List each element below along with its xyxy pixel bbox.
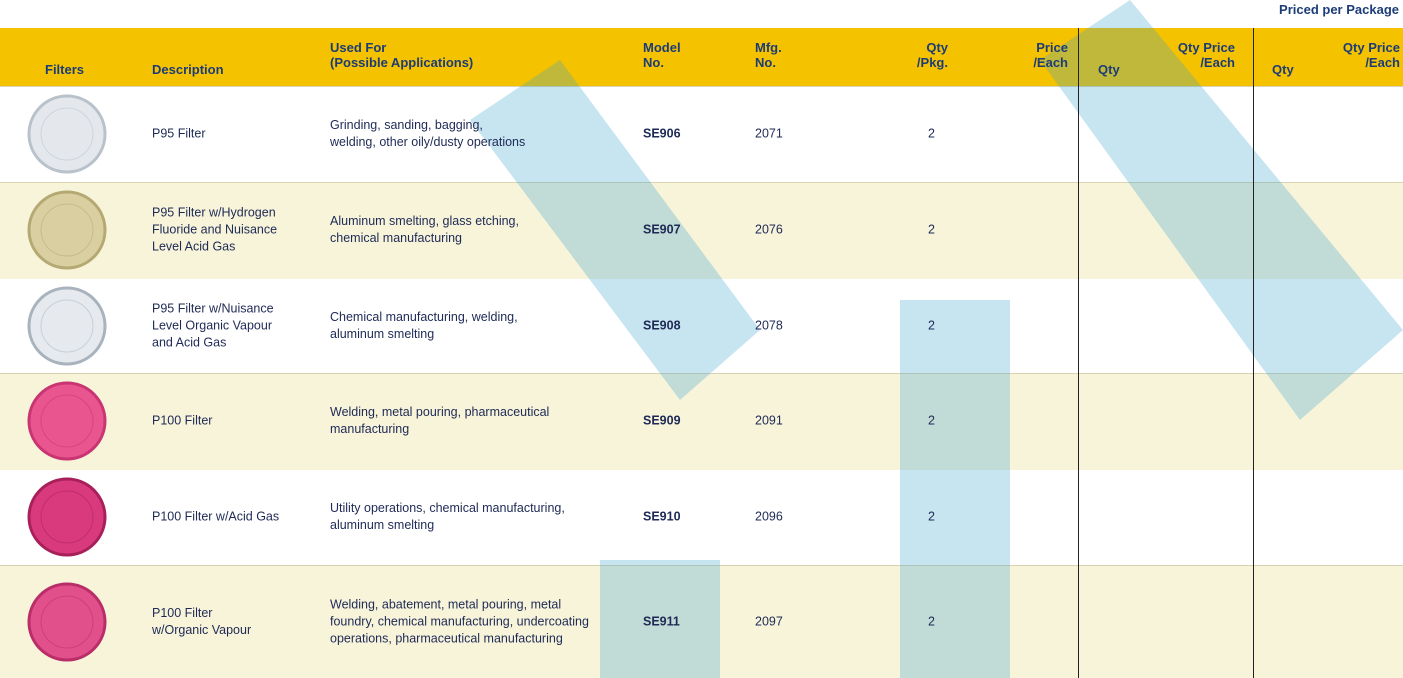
table-row (0, 86, 1403, 183)
model: SE906 (643, 126, 681, 141)
model: SE908 (643, 318, 681, 332)
model: SE909 (643, 413, 681, 428)
table-row (0, 565, 1403, 678)
filter-image (27, 381, 107, 461)
divider (1253, 28, 1254, 678)
column-header: Filters (45, 62, 85, 77)
column-header: Price /Each (1033, 40, 1068, 70)
used-for: Utility operations, chemical manufacturi… (330, 501, 565, 532)
used-for: Welding, metal pouring, pharmaceutical m… (330, 405, 550, 436)
column-header: Qty Price /Each (1342, 40, 1400, 70)
description: P100 Filter w/Organic Vapour (152, 605, 252, 637)
filter-image (27, 190, 107, 270)
column-header: Description (152, 62, 224, 77)
mfg: 2071 (755, 126, 783, 141)
column-header: Qty (1272, 62, 1294, 77)
model: SE910 (643, 509, 681, 524)
mfg: 2097 (755, 614, 783, 628)
model: SE911 (643, 614, 680, 628)
description: P95 Filter (152, 126, 206, 141)
description: P100 Filter (152, 413, 213, 428)
description: P95 Filter w/Hydrogen Fluoride and Nuisa… (152, 205, 278, 254)
filter-image (27, 582, 107, 661)
divider (1078, 28, 1079, 678)
filter-image (27, 477, 107, 557)
mfg: 2096 (755, 509, 783, 524)
column-header: Used For (Possible Applications) (330, 40, 474, 70)
filter-image (27, 94, 107, 174)
used-for: Welding, abatement, metal pouring, metal… (330, 597, 589, 645)
column-header: Qty (1098, 62, 1120, 77)
qty-pkg: 2 (928, 413, 935, 428)
column-header: Qty Price /Each (1177, 40, 1235, 70)
used-for: Chemical manufacturing, welding, aluminu… (330, 309, 518, 341)
mfg: 2078 (755, 318, 783, 332)
description: P100 Filter w/Acid Gas (152, 509, 280, 524)
table-row (0, 182, 1403, 279)
qty-pkg: 2 (928, 614, 935, 628)
mfg: 2076 (755, 222, 783, 237)
qty-pkg: 2 (928, 222, 935, 237)
column-header: Model No. (643, 40, 681, 70)
header-band (0, 28, 1403, 86)
used-for: Aluminum smelting, glass etching, chemic… (330, 214, 519, 245)
qty-pkg: 2 (928, 509, 935, 524)
table-row (0, 373, 1403, 470)
column-header: Qty /Pkg. (916, 40, 948, 70)
filter-image (27, 286, 107, 365)
description: P95 Filter w/Nuisance Level Organic Vapo… (152, 301, 274, 349)
column-header: Mfg. No. (755, 40, 782, 70)
mfg: 2091 (755, 413, 783, 428)
qty-pkg: 2 (928, 318, 935, 332)
qty-pkg: 2 (928, 126, 935, 141)
used-for: Grinding, sanding, bagging, welding, oth… (330, 118, 526, 149)
model: SE907 (643, 222, 681, 237)
price-note: Priced per Package (1279, 2, 1399, 17)
